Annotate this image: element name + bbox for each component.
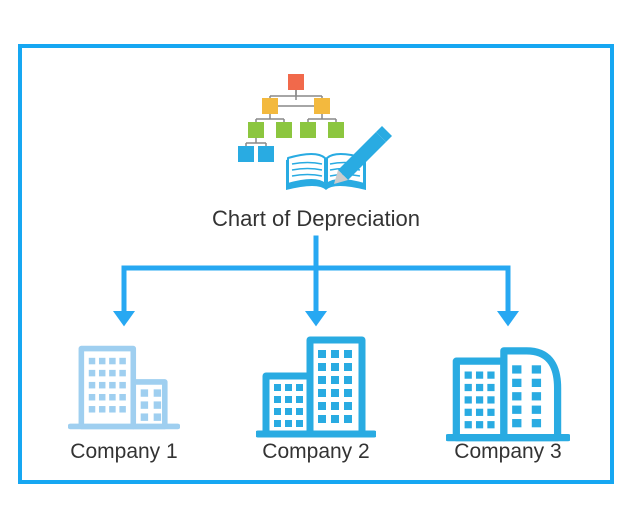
company-1-label: Company 1 [24, 440, 224, 464]
diagram-stage: Chart of Depreciation Company 1Company 2… [0, 0, 632, 526]
company-2-label: Company 2 [216, 440, 416, 464]
company-3-building-icon [446, 330, 570, 449]
company-2-building-icon [256, 330, 376, 445]
company-3-label: Company 3 [408, 440, 608, 464]
company-1-building-icon [68, 330, 180, 437]
